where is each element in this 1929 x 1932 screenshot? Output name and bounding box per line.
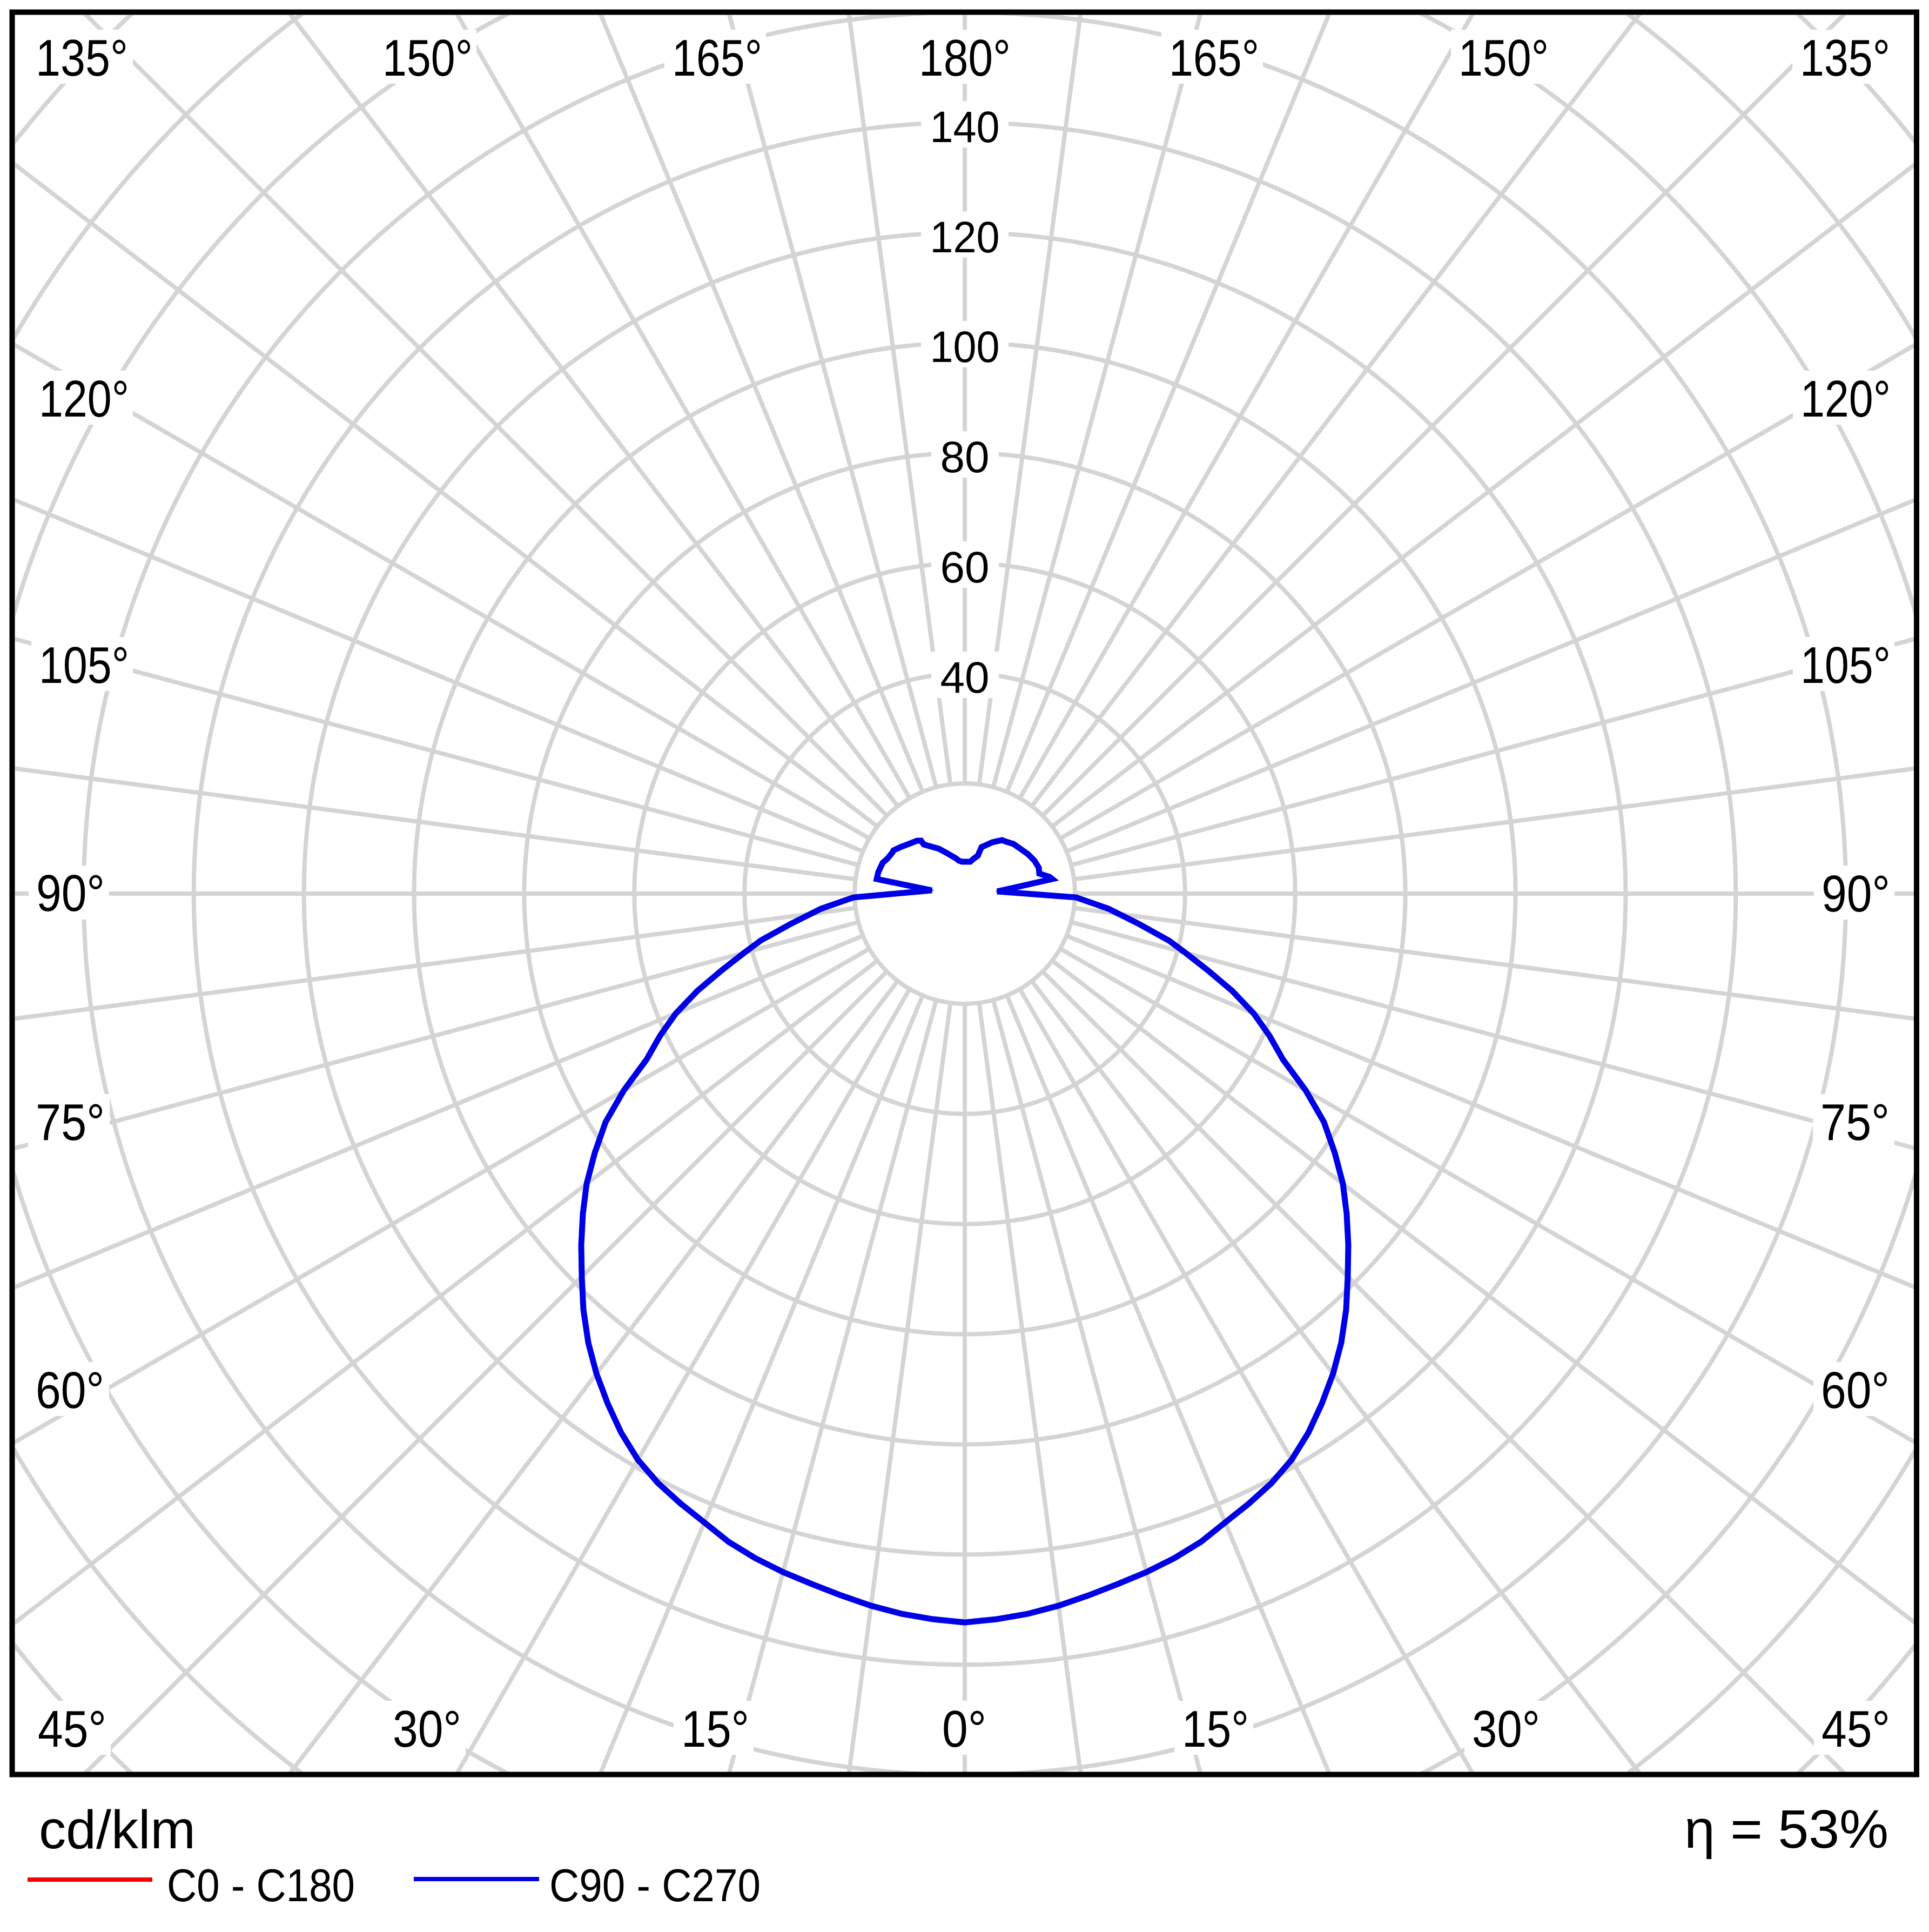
svg-text:45°: 45° xyxy=(1822,1700,1890,1758)
svg-text:165°: 165° xyxy=(672,29,762,87)
svg-text:cd/klm: cd/klm xyxy=(39,1800,196,1860)
svg-text:90°: 90° xyxy=(1822,865,1890,923)
svg-text:140: 140 xyxy=(930,103,1000,152)
svg-text:165°: 165° xyxy=(1169,29,1259,87)
svg-text:45°: 45° xyxy=(38,1700,106,1758)
svg-text:150°: 150° xyxy=(1458,29,1549,87)
svg-text:135°: 135° xyxy=(1800,29,1890,87)
svg-text:75°: 75° xyxy=(36,1094,105,1151)
svg-text:80: 80 xyxy=(940,433,990,482)
svg-text:η = 53%: η = 53% xyxy=(1684,1799,1888,1860)
svg-text:180°: 180° xyxy=(919,29,1011,87)
svg-text:120°: 120° xyxy=(39,370,129,428)
svg-text:C90 - C270: C90 - C270 xyxy=(549,1860,761,1911)
svg-text:90°: 90° xyxy=(36,864,105,922)
svg-text:30°: 30° xyxy=(1472,1700,1540,1758)
svg-text:120: 120 xyxy=(930,213,1000,262)
svg-text:135°: 135° xyxy=(36,29,128,87)
svg-text:60°: 60° xyxy=(36,1361,104,1419)
svg-text:75°: 75° xyxy=(1820,1094,1890,1151)
svg-text:60°: 60° xyxy=(1821,1361,1890,1419)
svg-text:120°: 120° xyxy=(1800,370,1891,428)
svg-text:100: 100 xyxy=(930,323,1000,372)
svg-text:15°: 15° xyxy=(1182,1700,1249,1758)
svg-text:30°: 30° xyxy=(393,1700,461,1758)
svg-text:C0 - C180: C0 - C180 xyxy=(167,1860,355,1911)
svg-text:60: 60 xyxy=(940,543,990,592)
svg-text:105°: 105° xyxy=(39,636,129,694)
svg-text:105°: 105° xyxy=(1800,636,1891,694)
svg-text:0°: 0° xyxy=(942,1700,986,1758)
svg-text:15°: 15° xyxy=(681,1700,749,1758)
svg-text:40: 40 xyxy=(940,653,990,702)
svg-text:150°: 150° xyxy=(382,29,473,87)
